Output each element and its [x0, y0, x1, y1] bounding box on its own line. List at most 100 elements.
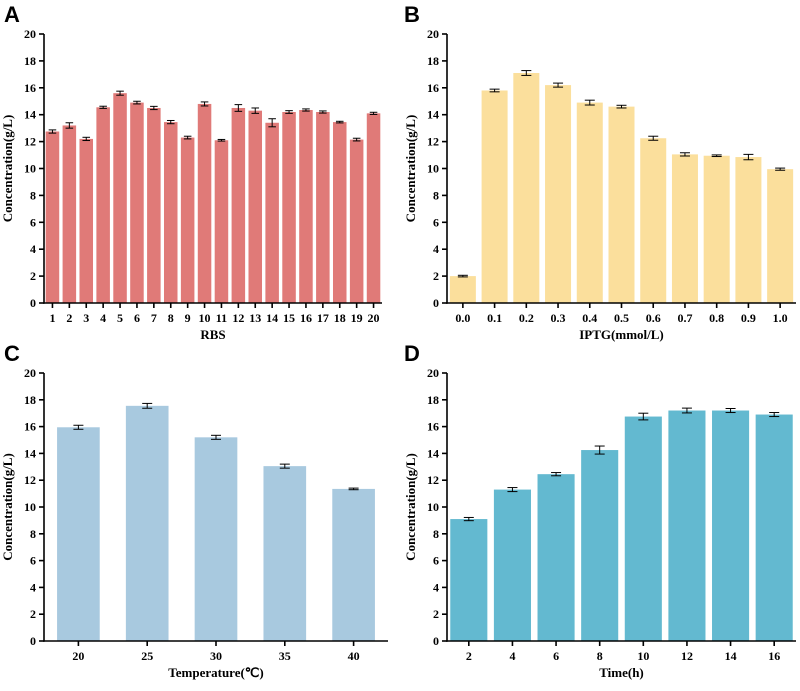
error-bar [507, 487, 518, 493]
x-tick-label: 14 [266, 311, 278, 325]
y-tick-label: 12 [24, 135, 36, 149]
x-tick-label: 10 [199, 311, 211, 325]
bar [513, 73, 540, 303]
bar [45, 131, 60, 303]
y-tick-label: 4 [433, 580, 439, 594]
y-tick-label: 0 [433, 296, 439, 310]
error-bar [279, 463, 290, 469]
y-tick-label: 18 [24, 54, 36, 68]
error-bar [200, 101, 209, 107]
error-bar [150, 105, 158, 111]
error-bar [116, 90, 124, 96]
bar [493, 489, 531, 641]
x-axis-title: RBS [200, 327, 225, 342]
error-bar [553, 82, 564, 88]
error-bar [769, 412, 780, 418]
y-tick-label: 2 [433, 269, 439, 283]
x-tick-label: 6 [553, 649, 559, 663]
bar [366, 113, 381, 303]
error-bar [319, 110, 327, 114]
error-bar [211, 434, 221, 440]
x-tick-label: 8 [597, 649, 603, 663]
error-bar [551, 472, 562, 477]
bar [79, 138, 94, 303]
bar [449, 276, 476, 303]
error-bar [133, 100, 141, 105]
error-bar [638, 412, 649, 421]
error-bar [489, 88, 500, 93]
panel-letter: D [404, 341, 420, 366]
bar [332, 122, 347, 303]
y-tick-label: 20 [24, 366, 36, 380]
bar [755, 414, 793, 641]
x-tick-label: 0.1 [487, 311, 502, 325]
bar [668, 410, 706, 641]
x-tick-label: 19 [351, 311, 363, 325]
panel-letter: C [4, 341, 20, 366]
x-tick-label: 0.2 [519, 311, 534, 325]
bar [130, 102, 144, 303]
error-bar [457, 274, 468, 278]
panel-d-chart: D 0 2 4 6 8 10 12 14 16 18 20 2 4 6 8 10 12 14 16 Time(h) Con… [403, 341, 796, 680]
bar [703, 155, 730, 303]
error-bar [681, 407, 692, 414]
y-tick-label: 0 [30, 634, 36, 648]
x-tick-label: 16 [300, 311, 312, 325]
bar [62, 125, 77, 304]
bar [180, 137, 195, 303]
y-tick-label: 4 [433, 242, 439, 256]
y-tick-label: 16 [24, 420, 36, 434]
error-bar [679, 152, 690, 157]
error-bar [775, 167, 786, 171]
x-tick-label: 20 [72, 649, 84, 663]
x-tick-label: 2 [66, 311, 72, 325]
y-tick-label: 20 [427, 366, 439, 380]
x-tick-label: 9 [185, 311, 191, 325]
y-tick-label: 16 [427, 81, 439, 95]
error-bar [584, 99, 595, 106]
bar [282, 112, 296, 303]
bar [545, 85, 572, 303]
error-bar [251, 107, 260, 114]
x-tick-label: 0.3 [551, 311, 566, 325]
y-tick-label: 16 [24, 81, 36, 95]
error-bar [352, 137, 361, 142]
y-axis-title: Concentration(g/L) [0, 453, 15, 561]
error-bar [725, 408, 736, 414]
error-bar [335, 120, 344, 124]
y-tick-label: 20 [427, 27, 439, 41]
error-bar [348, 487, 359, 491]
x-tick-label: 40 [348, 649, 360, 663]
y-tick-label: 6 [433, 554, 439, 568]
bar [163, 122, 178, 303]
x-tick-label: 0.5 [614, 311, 629, 325]
bar [581, 450, 619, 641]
x-tick-label: 2 [466, 649, 472, 663]
bar [248, 110, 263, 303]
y-tick-label: 4 [30, 242, 36, 256]
bar [147, 107, 161, 303]
x-tick-label: 0.0 [455, 311, 470, 325]
y-tick-label: 6 [30, 215, 36, 229]
y-tick-label: 8 [30, 188, 36, 202]
bar [712, 410, 750, 641]
x-tick-label: 35 [279, 649, 291, 663]
x-tick-label: 18 [334, 311, 346, 325]
error-bar [521, 70, 532, 76]
y-tick-label: 10 [24, 162, 36, 176]
x-axis-title: Time(h) [599, 665, 644, 680]
y-tick-label: 14 [24, 446, 36, 460]
x-tick-label: 0.4 [582, 311, 597, 325]
y-axis-title: Concentration(g/L) [403, 115, 418, 223]
y-tick-label: 12 [427, 473, 439, 487]
bar [349, 139, 364, 303]
x-tick-label: 11 [216, 311, 227, 325]
error-bar [65, 122, 74, 129]
y-tick-label: 0 [30, 296, 36, 310]
error-bar [743, 153, 754, 161]
error-bar [648, 135, 659, 141]
bar [197, 103, 212, 303]
bar [194, 437, 238, 641]
bar [767, 169, 794, 303]
